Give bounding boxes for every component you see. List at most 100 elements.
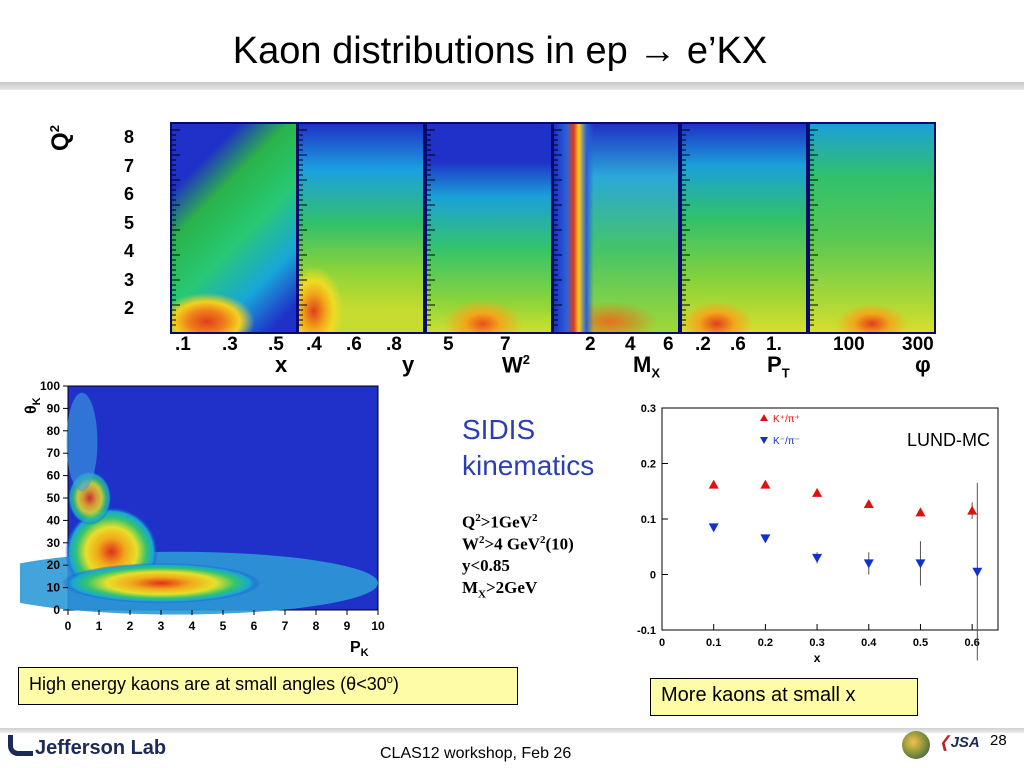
data-point	[760, 534, 771, 544]
cut-mx: MX>2GeV	[462, 578, 538, 601]
y-tick-label: 40	[47, 513, 61, 527]
x-tick-label: 0	[659, 637, 665, 649]
data-point	[915, 507, 926, 517]
slide-title: Kaon distributions in ep → e’KX	[232, 30, 768, 72]
legend-marker	[760, 437, 768, 444]
data-point	[708, 523, 719, 533]
x-tick-label: 7	[282, 619, 289, 633]
panel-tick-label: .8	[386, 334, 402, 355]
jefferson-lab-logo: Jefferson Lab	[8, 735, 166, 760]
q2-axis-label: Q2	[46, 125, 74, 151]
q2-tick-label: 4	[124, 241, 135, 261]
y-tick-label: 60	[47, 469, 61, 483]
x-tick-label: 8	[313, 619, 320, 633]
data-point	[972, 567, 983, 577]
kinematics-panel	[425, 122, 553, 334]
panel-tick-label: 100	[833, 334, 865, 355]
data-point	[967, 505, 978, 515]
legend-label: K⁻/π⁻	[773, 436, 800, 447]
plot-annotation: LUND-MC	[907, 430, 990, 450]
panel-ticks	[172, 129, 180, 326]
x-tick-label: 0.2	[758, 637, 773, 649]
panel-tick-label: 300	[902, 334, 934, 355]
data-point	[760, 479, 771, 489]
x-tick-label: 5	[220, 619, 227, 633]
y-tick-label: 100	[40, 379, 60, 393]
y-tick-label: 0.3	[641, 403, 656, 415]
kinematics-panel	[552, 122, 680, 334]
kinematics-panel	[297, 122, 425, 334]
panel-tick-label: .3	[222, 334, 238, 355]
panel-axis-label: W2	[502, 352, 530, 378]
x-tick-label: 0.4	[861, 637, 877, 649]
x-tick-label: 0.1	[706, 637, 721, 649]
y-tick-label: 0	[53, 603, 60, 617]
y-tick-label: 50	[47, 491, 61, 505]
x-axis-label: x	[814, 651, 821, 665]
x-tick-label: 0.6	[965, 637, 980, 649]
panel-tick-label: 5	[443, 334, 454, 355]
y-tick-label: 80	[47, 424, 61, 438]
y-tick-label: 0.2	[641, 459, 656, 471]
cut-y: y<0.85	[462, 556, 510, 575]
footer-divider	[0, 728, 1024, 733]
data-point	[915, 559, 926, 569]
x-tick-label: 0	[65, 619, 72, 633]
angle-note: High energy kaons are at small angles (θ…	[18, 667, 518, 705]
y-tick-label: 20	[47, 558, 61, 572]
y-tick-label: 0	[650, 570, 656, 582]
q2-tick-label: 7	[124, 155, 135, 176]
y-tick-label: 70	[47, 446, 61, 460]
panel-tick-label: .6	[730, 334, 746, 355]
cut-q2: Q2>1GeV2	[462, 512, 538, 532]
q2-tick-label: 5	[124, 212, 135, 233]
kinematics-panel	[680, 122, 808, 334]
kinematics-panel	[170, 122, 298, 334]
panel-axis-label: PT	[767, 352, 790, 381]
q2-tick-label: 8	[124, 127, 135, 147]
panel-tick-label: .5	[268, 334, 284, 355]
x-tick-label: 10	[371, 619, 385, 633]
heat-tail	[66, 392, 98, 492]
y-tick-label: 0.1	[641, 514, 656, 526]
footer-text: CLAS12 workshop, Feb 26	[380, 745, 572, 762]
data-point	[863, 499, 874, 509]
x-tick-label: 2	[127, 619, 134, 633]
y-tick-label: 90	[47, 401, 61, 415]
panel-axis-label: x	[275, 352, 288, 377]
y-tick-label: 30	[47, 536, 61, 550]
q2-tick-label: 3	[124, 269, 135, 290]
page-number: 28	[990, 732, 1007, 749]
panel-ticks	[810, 129, 818, 326]
data-point	[708, 479, 719, 489]
panel-axis-label: MX	[633, 352, 660, 381]
kaon-pion-ratio-plot: 0 0.1 0.2 0.3 0.4 0.5 0.6-0.100.10.20.3xLUND-M…	[637, 403, 999, 665]
panel-ticks	[427, 129, 435, 326]
x-tick-label: 4	[189, 619, 196, 633]
doe-seal-icon	[902, 731, 930, 759]
x-tick-label: 1	[96, 619, 103, 633]
panel-tick-label: 4	[625, 334, 636, 355]
panel-tick-label: 2	[585, 334, 596, 355]
small-x-note: More kaons at small x	[650, 678, 918, 716]
panel-tick-label: 1.	[766, 334, 782, 355]
data-point	[863, 559, 874, 569]
x-tick-label: 3	[158, 619, 165, 633]
jsa-logo: ❬JSA	[938, 734, 980, 751]
panel-tick-label: .1	[175, 334, 191, 355]
panel-tick-label: .2	[695, 334, 711, 355]
panel-ticks	[299, 129, 307, 326]
panel-axis-label: y	[402, 352, 415, 377]
sidis-heading: SIDIS kinematics	[462, 414, 595, 481]
q2-tick-label: 2	[124, 298, 135, 318]
q2-tick-label: 6	[124, 184, 135, 204]
panel-tick-label: .4	[306, 334, 322, 355]
x-tick-label: 0.3	[809, 637, 824, 649]
panel-tick-label: 6	[663, 334, 674, 355]
y-tick-label: 10	[47, 581, 61, 595]
x-tick-label: 0.5	[913, 637, 928, 649]
y-tick-label: -0.1	[637, 625, 656, 637]
heat-band-core	[61, 562, 261, 604]
panel-tick-label: 7	[500, 334, 511, 355]
